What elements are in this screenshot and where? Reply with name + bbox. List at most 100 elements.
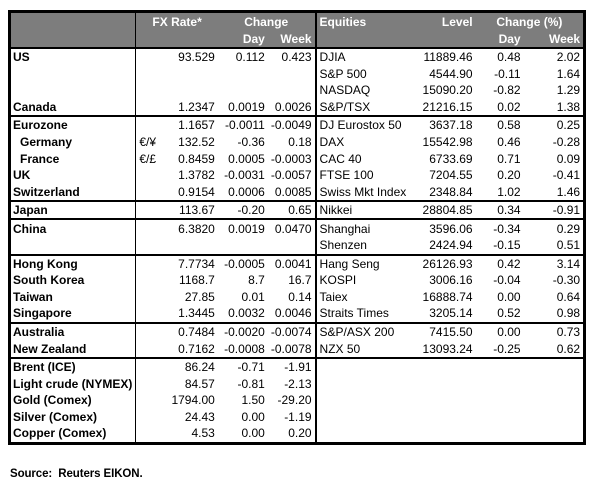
equity-name: Straits Times — [319, 306, 389, 321]
fx-pair-symbol — [136, 392, 163, 409]
equity-week-change: 0.73 — [556, 325, 581, 340]
equity-week-change — [524, 375, 585, 392]
row-label: France — [9, 150, 137, 167]
equity-week-change: 0.25 — [556, 118, 581, 133]
equity-week-change: 0.29 — [556, 221, 581, 236]
fx-day-change: 0.0006 — [228, 184, 265, 199]
fx-week-change: 16.7 — [267, 272, 317, 289]
equity-day-change: 1.02 — [497, 184, 521, 199]
equity-day-header: Day — [475, 30, 524, 48]
fx-week-change — [267, 65, 317, 83]
fx-day-change: -0.0020 — [224, 325, 265, 340]
fx-pair-symbol — [136, 305, 163, 323]
fx-week-change: -2.13 — [267, 375, 317, 392]
table-row: France €/£ 0.8459 0.0005 -0.0003 CAC 40 6733.6… — [9, 150, 585, 167]
corner-cell — [9, 30, 137, 48]
fx-rate-value: 4.53 — [191, 426, 215, 441]
row-label: Silver (Comex) — [9, 408, 137, 426]
fx-pair-symbol — [136, 183, 163, 201]
table-section: US 93.529 0.112 0.423 DJIA 11889.46 0.48 2.02 S&… — [9, 48, 585, 117]
fx-pair-symbol: €/£ — [139, 151, 157, 166]
table-row: Singapore 1.3445 0.0032 0.0046 Straits Times… — [9, 305, 585, 323]
row-label — [9, 237, 137, 255]
table-section: Brent (ICE) 86.24 -0.71 -1.91 Light crude (N… — [9, 357, 585, 444]
fx-week-change: 0.0026 — [267, 98, 317, 117]
fx-rate-value — [163, 82, 218, 99]
equity-day-change: 0.46 — [497, 135, 521, 149]
equity-week-change: -0.28 — [552, 135, 581, 149]
equity-week-change: 0.09 — [556, 151, 581, 166]
equity-week-change — [524, 392, 585, 409]
equity-day-change — [476, 375, 524, 392]
equity-level: 7415.50 — [429, 325, 473, 340]
fx-day-change: -0.20 — [237, 203, 265, 218]
equity-level: 6733.69 — [429, 151, 473, 166]
fx-week-change: 0.0041 — [267, 254, 317, 273]
fx-day-header: Day — [217, 30, 268, 48]
table-row: US 93.529 0.112 0.423 DJIA 11889.46 0.48 2.02 — [9, 48, 585, 66]
table-row: Brent (ICE) 86.24 -0.71 -1.91 — [9, 357, 585, 376]
equity-level: 11889.46 — [423, 50, 473, 65]
fx-day-change: -0.0008 — [224, 341, 265, 356]
fx-day-change: -0.0005 — [224, 256, 265, 271]
row-label: Gold (Comex) — [9, 391, 137, 409]
equity-level: 16888.74 — [422, 289, 473, 304]
fx-rate-value: 27.85 — [184, 289, 215, 304]
equity-week-change: 1.38 — [556, 99, 581, 114]
equity-level: 3205.14 — [429, 306, 473, 321]
equity-name: S&P 500 — [319, 66, 367, 81]
fx-pair-symbol — [136, 272, 163, 289]
fx-week-change: -1.91 — [267, 357, 317, 376]
blank-header-cell — [419, 30, 476, 48]
equity-name: Shanghai — [319, 221, 371, 236]
fx-rate-value: 0.9154 — [178, 184, 215, 199]
table-row: Eurozone 1.1657 -0.0011 -0.0049 DJ Eurostox … — [9, 116, 585, 134]
fx-week-change: -0.0057 — [267, 166, 317, 184]
fx-week-change: -1.19 — [267, 408, 317, 426]
fx-rate-value: 1168.7 — [179, 273, 215, 288]
fx-week-change: 0.423 — [267, 48, 317, 66]
equity-day-change: 0.02 — [497, 99, 521, 114]
equity-week-change: 2.02 — [556, 50, 581, 65]
equity-level: 3006.16 — [429, 273, 473, 288]
fx-change-header: Change — [217, 11, 317, 30]
fx-day-change: 0.0019 — [228, 99, 265, 114]
fx-pair-symbol — [136, 99, 163, 117]
equity-name: S&P/ASX 200 — [319, 325, 395, 340]
corner-cell — [9, 11, 137, 30]
fx-pair-symbol — [136, 82, 163, 99]
fx-pair-symbol — [136, 289, 163, 306]
table-row: South Korea 1168.7 8.7 16.7 KOSPI 3006.16 -0.0… — [9, 272, 585, 289]
row-label: Taiwan — [9, 288, 137, 306]
blank-header-cell — [315, 30, 420, 48]
equity-name: Shenzen — [319, 238, 367, 253]
table-section: China 6.3820 0.0019 0.0470 Shanghai 3596.06 -0… — [9, 219, 585, 255]
table-section: Australia 0.7484 -0.0020 -0.0074 S&P/ASX 200… — [9, 322, 585, 358]
footer: Source: Reuters EIKON. * FX Rate for USD… — [10, 434, 587, 482]
table-row: China 6.3820 0.0019 0.0470 Shanghai 3596.06 -0… — [9, 219, 585, 238]
equity-level — [420, 358, 476, 376]
fx-rate-value — [163, 237, 218, 255]
equity-name: Hang Seng — [319, 256, 380, 271]
blank-header-cell — [162, 30, 218, 48]
fx-pair-symbol — [136, 48, 163, 66]
row-label: New Zealand — [9, 340, 137, 358]
fx-week-change: -0.0078 — [267, 340, 317, 358]
fx-week-change: 0.0046 — [267, 305, 317, 323]
row-label: Brent (ICE) — [9, 357, 137, 376]
equity-week-header: Week — [523, 30, 585, 48]
equity-day-change — [476, 358, 524, 376]
row-label: Copper (Comex) — [9, 425, 137, 444]
fx-pair-symbol — [136, 219, 163, 237]
fx-pair-symbol — [136, 358, 163, 376]
equity-day-change: -0.15 — [493, 238, 521, 253]
equity-day-change: 0.48 — [497, 50, 521, 65]
fx-rate-value: 0.7484 — [178, 325, 215, 340]
fx-rate-value: 24.43 — [184, 409, 215, 424]
fx-week-change: -0.0074 — [267, 322, 317, 341]
equity-day-change: -0.04 — [493, 273, 521, 288]
equity-level — [420, 408, 476, 425]
fx-week-change: 0.0470 — [267, 219, 317, 238]
fx-day-change: -0.0011 — [225, 118, 265, 133]
